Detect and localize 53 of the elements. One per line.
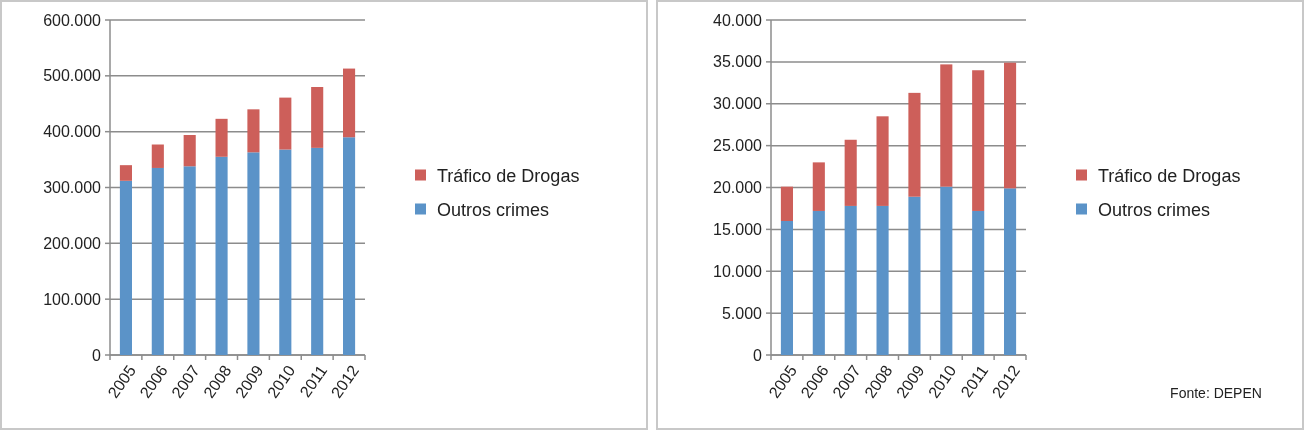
source-note: Fonte: DEPEN — [1170, 385, 1262, 401]
bar — [343, 137, 356, 355]
bar — [1004, 188, 1017, 355]
bar — [876, 205, 889, 355]
bar — [908, 92, 921, 197]
bar — [876, 116, 889, 206]
y-tick-label: 35.000 — [713, 53, 763, 71]
y-tick-label: 0 — [753, 346, 763, 364]
y-tick-label: 600.000 — [43, 11, 102, 29]
bar — [940, 64, 953, 187]
y-tick-label: 15.000 — [713, 220, 763, 238]
bar — [247, 109, 260, 153]
bar — [279, 149, 292, 355]
y-tick-label: 40.000 — [713, 11, 763, 29]
y-tick-label: 25.000 — [713, 137, 763, 155]
bar — [812, 162, 825, 211]
bar — [119, 180, 132, 355]
bar — [215, 156, 228, 355]
y-tick-label: 5.000 — [721, 304, 763, 322]
bar — [311, 147, 324, 355]
bar — [215, 118, 228, 157]
y-tick-label: 200.000 — [43, 234, 102, 252]
y-tick-label: 20.000 — [713, 179, 763, 197]
legend-label: Tráfico de Drogas — [1098, 165, 1241, 186]
bar — [812, 210, 825, 355]
legend-label: Outros crimes — [437, 199, 550, 220]
y-tick-label: 400.000 — [43, 123, 102, 141]
y-tick-label: 10.000 — [713, 262, 763, 280]
bar — [311, 87, 324, 148]
bar — [972, 210, 985, 355]
y-tick-label: 100.000 — [43, 290, 102, 308]
legend-label: Outros crimes — [1098, 199, 1211, 220]
bar — [940, 186, 953, 355]
bar — [780, 186, 793, 221]
y-tick-label: 30.000 — [713, 95, 763, 113]
legend-label: Tráfico de Drogas — [437, 165, 580, 186]
y-tick-label: 500.000 — [43, 67, 102, 85]
bar — [151, 167, 164, 355]
bar — [151, 144, 164, 168]
bar — [780, 221, 793, 355]
bar — [844, 139, 857, 206]
bar — [119, 165, 132, 181]
bar — [183, 166, 196, 355]
bar — [247, 152, 260, 355]
bar — [844, 205, 857, 355]
y-tick-label: 0 — [92, 346, 102, 364]
bar — [972, 70, 985, 211]
bar — [343, 68, 356, 138]
bar — [908, 196, 921, 355]
bar — [1004, 62, 1017, 189]
bar — [279, 97, 292, 150]
y-tick-label: 300.000 — [43, 179, 102, 197]
bar — [183, 135, 196, 167]
